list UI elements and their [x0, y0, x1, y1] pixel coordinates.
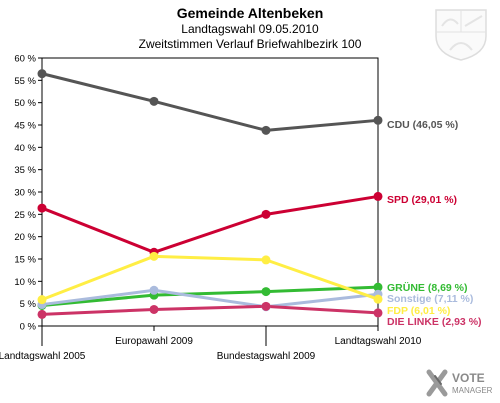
- series-line-gr-ne: [41, 285, 379, 307]
- vote-manager-logo: VOTE MANAGER: [426, 368, 496, 403]
- chart-subtitle-2: Zweitstimmen Verlauf Briefwahlbezirk 100: [138, 37, 362, 51]
- data-point: [37, 295, 47, 305]
- y-tick-label: 0 %: [20, 322, 37, 333]
- series-end-label: Sonstige (7,11 %): [387, 293, 473, 305]
- series-line-cdu: [41, 72, 379, 132]
- chart-header: Gemeinde Altenbeken Landtagswahl 09.05.2…: [0, 4, 500, 52]
- data-point: [373, 282, 383, 292]
- data-point: [373, 294, 383, 304]
- y-tick-label: 50 %: [14, 98, 36, 109]
- y-tick-label: 25 %: [14, 210, 36, 221]
- data-point: [149, 304, 159, 314]
- logo-text-manager: MANAGER: [452, 386, 493, 395]
- x-tick-label: Europawahl 2009: [115, 336, 193, 347]
- chart-title: Gemeinde Altenbeken: [176, 5, 324, 21]
- y-tick-label: 60 %: [14, 54, 36, 65]
- series-end-label: DIE LINKE (2,93 %): [387, 316, 482, 328]
- chart-subtitle: Landtagswahl 09.05.2010: [181, 22, 319, 36]
- series-end-label: CDU (46,05 %): [387, 119, 458, 131]
- series-end-label: SPD (29,01 %): [387, 194, 457, 206]
- plot-frame: [41, 57, 379, 327]
- y-tick-label: 5 %: [20, 299, 37, 310]
- data-point: [261, 287, 271, 297]
- nrw-coat-of-arms-icon: [435, 9, 487, 61]
- data-point: [149, 285, 159, 295]
- logo-text-vote: VOTE: [452, 371, 485, 385]
- y-tick-label: 35 %: [14, 165, 36, 176]
- x-tick-label: Landtagswahl 2005: [0, 351, 86, 362]
- data-point: [261, 301, 271, 311]
- data-point: [373, 191, 383, 201]
- series-line-die-linke: [41, 304, 379, 316]
- series-end-label: FDP (6,01 %): [387, 305, 450, 317]
- data-point: [261, 209, 271, 219]
- data-point: [261, 125, 271, 135]
- data-point: [37, 203, 47, 213]
- series-line-sonstige: [41, 288, 379, 309]
- y-tick-label: 10 %: [14, 277, 36, 288]
- data-point: [373, 308, 383, 318]
- series-line-spd: [41, 194, 379, 254]
- y-tick-label: 40 %: [14, 143, 36, 154]
- series-line-fdp: [41, 254, 379, 302]
- series-end-label: GRÜNE (8,69 %): [387, 281, 468, 294]
- data-point: [37, 69, 47, 79]
- y-tick-label: 15 %: [14, 255, 36, 266]
- x-tick-label: Landtagswahl 2010: [335, 336, 422, 347]
- data-point: [261, 255, 271, 265]
- y-tick-label: 30 %: [14, 188, 36, 199]
- y-tick-label: 45 %: [14, 121, 36, 132]
- y-tick-label: 20 %: [14, 232, 36, 243]
- x-tick-label: Bundestagswahl 2009: [217, 351, 316, 362]
- data-point: [373, 115, 383, 125]
- data-point: [149, 251, 159, 261]
- data-point: [37, 309, 47, 319]
- y-tick-label: 55 %: [14, 76, 36, 87]
- data-point: [149, 96, 159, 106]
- vote-manager-x-icon: [426, 369, 448, 397]
